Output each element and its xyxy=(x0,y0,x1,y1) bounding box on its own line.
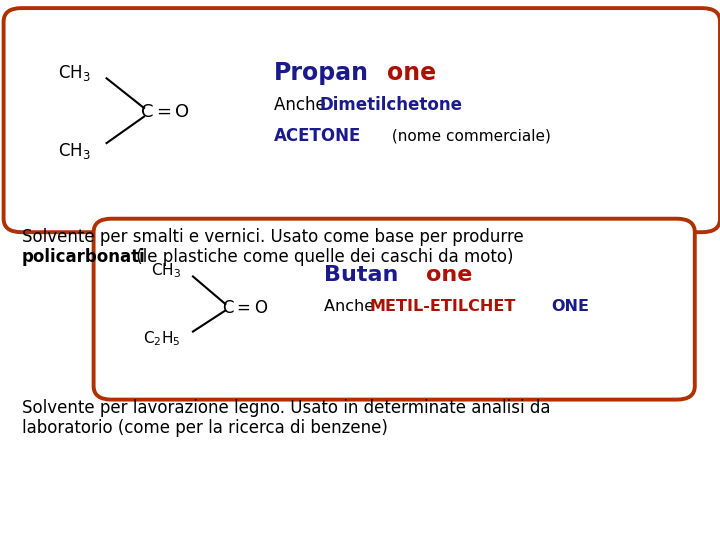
Text: one: one xyxy=(426,265,472,286)
Text: CH$_3$: CH$_3$ xyxy=(151,262,181,280)
Text: C$=$O: C$=$O xyxy=(140,103,190,121)
Text: CH$_3$: CH$_3$ xyxy=(58,141,91,161)
FancyBboxPatch shape xyxy=(94,219,695,400)
Text: Anche: Anche xyxy=(274,96,330,114)
Text: CH$_3$: CH$_3$ xyxy=(58,63,91,83)
Text: laboratorio (come per la ricerca di benzene): laboratorio (come per la ricerca di benz… xyxy=(22,418,387,437)
Text: one: one xyxy=(387,61,436,85)
Text: policarbonati: policarbonati xyxy=(22,247,145,266)
Text: Dimetilchetone: Dimetilchetone xyxy=(320,96,463,114)
Text: C$=$O: C$=$O xyxy=(222,299,268,317)
Text: ACETONE: ACETONE xyxy=(274,127,361,145)
Text: C$_2$H$_5$: C$_2$H$_5$ xyxy=(143,329,180,348)
Text: Solvente per lavorazione legno. Usato in determinate analisi da: Solvente per lavorazione legno. Usato in… xyxy=(22,399,550,417)
Text: METIL-ETILCHET: METIL-ETILCHET xyxy=(369,299,516,314)
Text: (le plastiche come quelle dei caschi da moto): (le plastiche come quelle dei caschi da … xyxy=(131,247,513,266)
Text: (nome commerciale): (nome commerciale) xyxy=(387,129,552,144)
FancyBboxPatch shape xyxy=(4,8,720,232)
Text: Solvente per smalti e vernici. Usato come base per produrre: Solvente per smalti e vernici. Usato com… xyxy=(22,227,523,246)
Text: ONE: ONE xyxy=(552,299,590,314)
Text: Butan: Butan xyxy=(324,265,398,286)
Text: Propan: Propan xyxy=(274,61,369,85)
Text: Anche: Anche xyxy=(324,299,379,314)
